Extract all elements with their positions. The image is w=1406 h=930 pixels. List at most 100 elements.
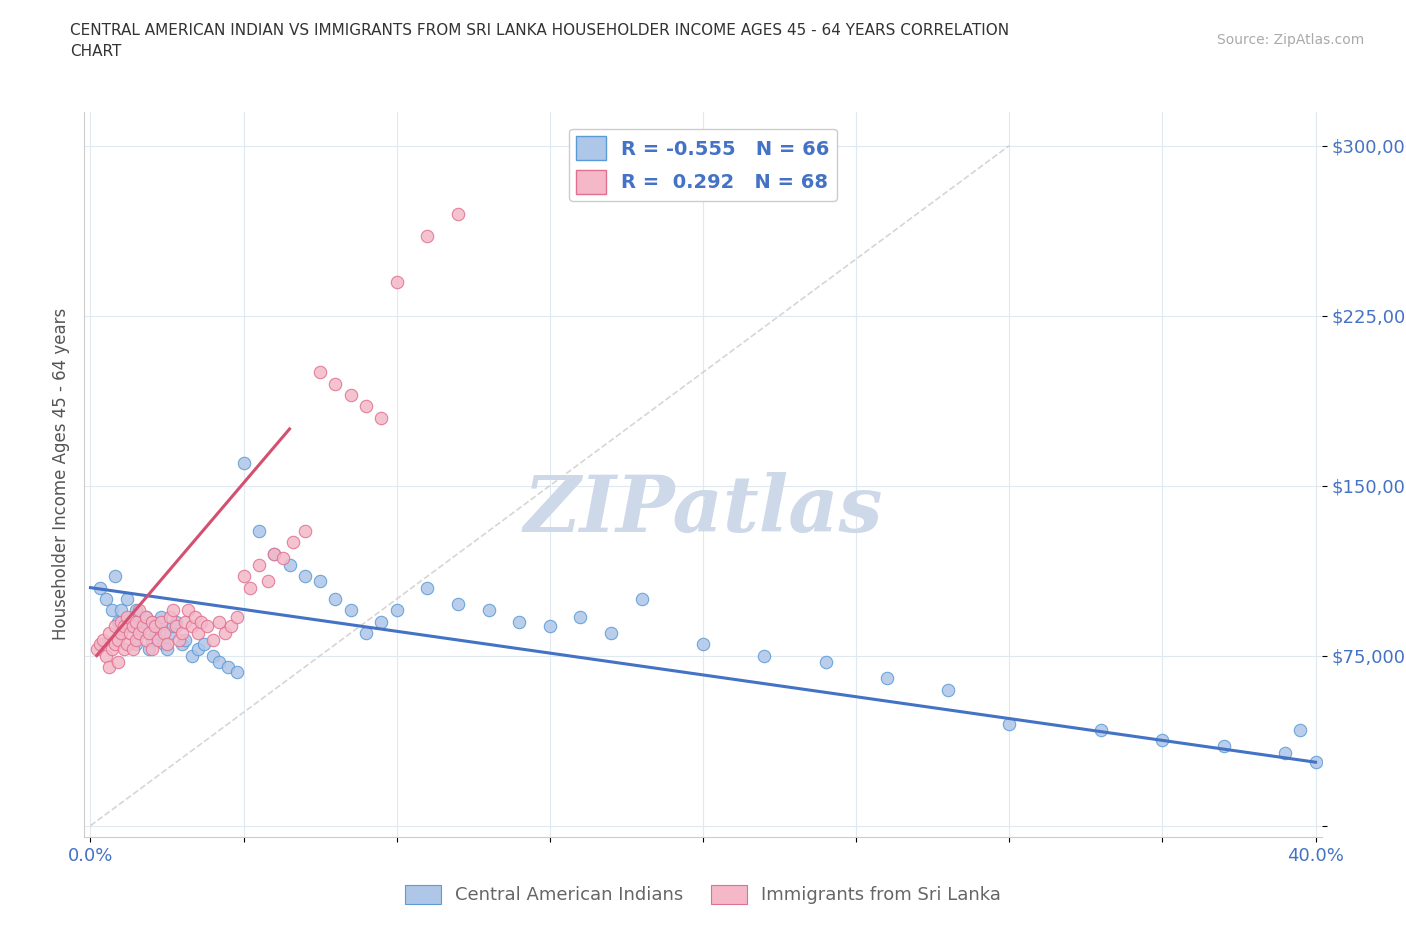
Point [630, 591, 652, 606]
Point [110, 626, 132, 641]
Point [180, 648, 202, 663]
Point [141, 642, 163, 657]
Point [125, 637, 148, 652]
Point [153, 637, 176, 652]
Point [214, 626, 236, 641]
Point [149, 610, 172, 625]
Point [120, 626, 142, 641]
Point [110, 626, 132, 641]
Point [354, 399, 377, 414]
Point [125, 603, 148, 618]
Point [447, 596, 470, 611]
Point [273, 551, 295, 565]
Point [107, 632, 129, 647]
Point [91, 632, 114, 647]
Point [193, 637, 215, 652]
Point [257, 574, 280, 589]
Point [247, 558, 270, 573]
Point [89, 637, 111, 652]
Point [1152, 732, 1174, 747]
Point [294, 524, 316, 538]
Text: CENTRAL AMERICAN INDIAN VS IMMIGRANTS FROM SRI LANKA HOUSEHOLDER INCOME AGES 45 : CENTRAL AMERICAN INDIAN VS IMMIGRANTS FR… [70, 23, 1010, 38]
Point [201, 632, 224, 647]
Point [122, 610, 145, 625]
Point [135, 610, 157, 625]
Point [754, 648, 776, 663]
Point [263, 546, 285, 561]
Point [135, 632, 157, 647]
Point [278, 558, 301, 573]
Point [569, 610, 592, 625]
Point [94, 591, 117, 606]
Text: CHART: CHART [70, 44, 122, 59]
Point [370, 614, 392, 629]
Point [340, 388, 363, 403]
Point [217, 659, 239, 674]
Point [101, 603, 124, 618]
Point [340, 603, 363, 618]
Point [122, 642, 145, 657]
Point [162, 603, 184, 618]
Point [478, 603, 501, 618]
Point [1289, 723, 1312, 737]
Point [107, 655, 129, 670]
Point [86, 642, 108, 657]
Point [128, 626, 150, 641]
Point [97, 626, 120, 641]
Point [936, 683, 959, 698]
Point [141, 632, 163, 647]
Point [1274, 746, 1296, 761]
Point [122, 618, 145, 633]
Point [208, 655, 231, 670]
Point [146, 618, 169, 633]
Point [187, 626, 209, 641]
Point [143, 618, 166, 633]
Point [115, 610, 138, 625]
Point [156, 642, 179, 657]
Point [104, 637, 127, 652]
Point [131, 618, 153, 633]
Point [226, 610, 249, 625]
Point [115, 591, 138, 606]
Text: Source: ZipAtlas.com: Source: ZipAtlas.com [1216, 33, 1364, 46]
Point [195, 618, 218, 633]
Point [143, 626, 166, 641]
Point [208, 614, 231, 629]
Legend: Central American Indians, Immigrants from Sri Lanka: Central American Indians, Immigrants fro… [398, 878, 1008, 911]
Point [156, 637, 179, 652]
Point [131, 618, 153, 633]
Point [692, 637, 714, 652]
Point [1090, 723, 1112, 737]
Point [309, 574, 332, 589]
Point [239, 580, 262, 595]
Point [447, 206, 470, 221]
Point [125, 632, 148, 647]
Point [128, 603, 150, 618]
Point [104, 569, 127, 584]
Point [146, 632, 169, 647]
Point [538, 618, 561, 633]
Point [354, 626, 377, 641]
Point [169, 632, 191, 647]
Point [294, 569, 316, 584]
Point [115, 637, 138, 652]
Point [104, 618, 127, 633]
Point [416, 229, 439, 244]
Point [112, 618, 135, 633]
Point [998, 716, 1021, 731]
Point [112, 642, 135, 657]
Point [138, 642, 160, 657]
Point [183, 610, 205, 625]
Point [159, 626, 181, 641]
Point [159, 610, 181, 625]
Point [232, 456, 254, 471]
Point [174, 614, 197, 629]
Point [172, 637, 194, 652]
Point [385, 274, 408, 289]
Point [165, 618, 187, 633]
Point [600, 626, 623, 641]
Point [309, 365, 332, 379]
Point [135, 610, 157, 625]
Point [141, 614, 163, 629]
Point [101, 642, 124, 657]
